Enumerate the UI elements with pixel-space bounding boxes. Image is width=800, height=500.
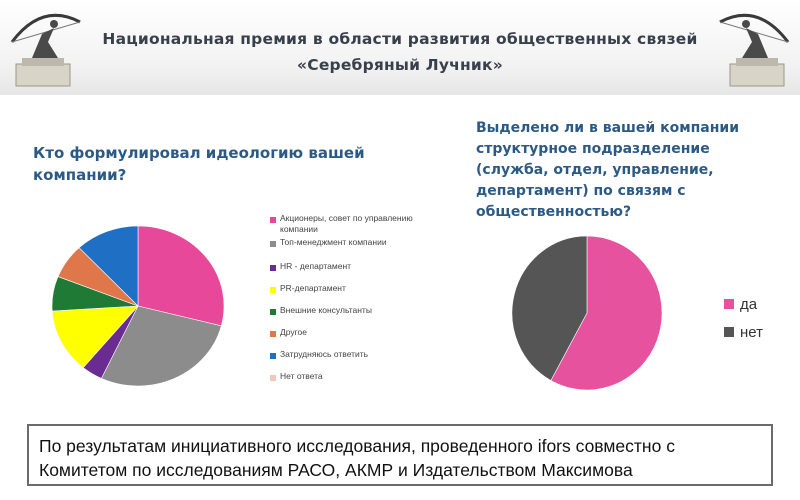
legend-swatch — [724, 299, 734, 309]
legend-item: Внешние консультанты — [270, 305, 430, 316]
pie-slice — [550, 235, 663, 391]
legend-item: Затрудняюсь ответить — [270, 349, 430, 360]
legend-item: да — [724, 290, 763, 318]
legend-swatch — [270, 375, 276, 381]
archer-statuette-icon — [719, 13, 790, 87]
source-note-box: По результатам инициативного исследовани… — [27, 424, 773, 486]
pie-slice — [100, 305, 222, 387]
legend-label: Нет ответа — [280, 371, 323, 381]
legend-label: Внешние консультанты — [280, 305, 372, 315]
legend-label: Топ-менеджмент компании — [280, 237, 387, 247]
legend-label: нет — [740, 323, 763, 341]
legend-item: Акционеры, совет по управлению компании — [270, 213, 430, 235]
legend-item: нет — [724, 318, 763, 346]
right-chart-question: Выделено ли в вашей компании структурное… — [476, 120, 740, 220]
pr-department-pie-legend: да нет — [724, 290, 763, 346]
archer-statuette-icon — [10, 13, 81, 87]
header-banner: Национальная премия в области развития о… — [0, 0, 800, 95]
legend-item: HR - департамент — [270, 261, 430, 272]
legend-swatch — [270, 309, 276, 315]
legend-swatch — [270, 353, 276, 359]
legend-swatch — [270, 287, 276, 293]
ideology-pie-chart — [51, 225, 225, 387]
legend-swatch — [270, 265, 276, 271]
legend-label: да — [740, 295, 758, 313]
legend-label: Затрудняюсь ответить — [280, 349, 369, 359]
legend-swatch — [270, 331, 276, 337]
legend-item: Другое — [270, 327, 430, 338]
legend-item: Нет ответа — [270, 371, 430, 382]
pr-department-pie-chart — [511, 235, 663, 391]
pie-slice — [78, 225, 139, 307]
legend-swatch — [270, 241, 276, 247]
pie-slice — [511, 235, 588, 381]
header-title-line1: Национальная премия в области развития о… — [102, 30, 698, 48]
left-chart-question: Кто формулировал идеологию вашей компани… — [33, 144, 365, 184]
legend-label: Другое — [280, 327, 308, 337]
legend-label: Акционеры, совет по управлению компании — [280, 213, 413, 234]
legend-item: PR-департамент — [270, 283, 430, 294]
legend-swatch — [270, 217, 276, 223]
pie-slice — [51, 305, 139, 369]
legend-label: HR - департамент — [280, 261, 352, 271]
header-title-line2: «Серебряный Лучник» — [297, 56, 503, 74]
pie-slice — [137, 225, 225, 327]
legend-swatch — [724, 327, 734, 337]
source-note-text: По результатам инициативного исследовани… — [39, 436, 675, 480]
legend-label: PR-департамент — [280, 283, 346, 293]
legend-item: Топ-менеджмент компании — [270, 237, 430, 248]
